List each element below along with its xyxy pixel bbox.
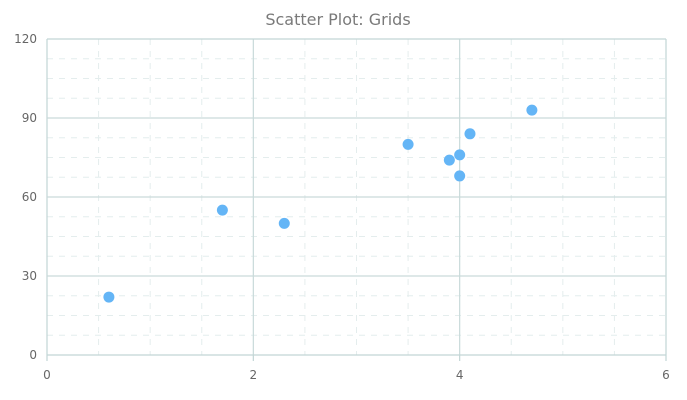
- x-tick-label: 2: [250, 368, 258, 382]
- x-tick-label: 0: [43, 368, 51, 382]
- y-tick-label: 0: [29, 348, 37, 362]
- x-axis-tick-labels: 0 2 4 6: [43, 368, 670, 382]
- chart-title: Scatter Plot: Grids: [265, 10, 410, 29]
- scatter-point[interactable]: [443, 154, 455, 166]
- scatter-point[interactable]: [526, 104, 538, 116]
- scatter-point[interactable]: [454, 170, 466, 182]
- scatter-point[interactable]: [454, 149, 466, 161]
- scatter-point[interactable]: [103, 291, 115, 303]
- y-tick-label: 90: [22, 111, 37, 125]
- y-tick-label: 30: [22, 269, 37, 283]
- scatter-point[interactable]: [402, 138, 414, 150]
- scatter-point[interactable]: [278, 217, 290, 229]
- scatter-point[interactable]: [464, 128, 476, 140]
- axes: [46, 355, 667, 361]
- y-tick-label: 120: [14, 32, 37, 46]
- y-tick-label: 60: [22, 190, 37, 204]
- scatter-point[interactable]: [216, 204, 228, 216]
- data-points: [103, 104, 538, 303]
- major-grid: [46, 38, 667, 356]
- y-axis-tick-labels: 0 30 60 90 120: [14, 32, 37, 362]
- x-tick-label: 6: [662, 368, 670, 382]
- x-tick-label: 4: [456, 368, 464, 382]
